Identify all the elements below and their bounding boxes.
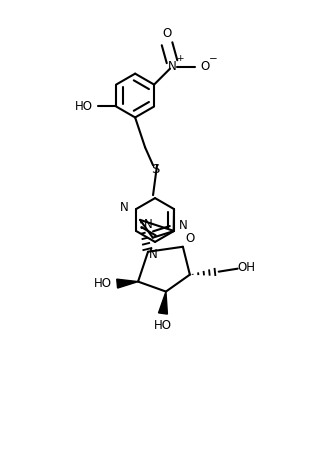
Text: O: O: [200, 60, 209, 73]
Polygon shape: [117, 279, 138, 288]
Text: OH: OH: [238, 261, 256, 274]
Text: +: +: [176, 54, 184, 63]
Text: N: N: [179, 219, 188, 232]
Text: O: O: [162, 27, 172, 40]
Polygon shape: [158, 292, 167, 314]
Text: O: O: [185, 232, 195, 245]
Text: S: S: [151, 163, 159, 176]
Text: N: N: [168, 60, 176, 73]
Text: −: −: [208, 54, 217, 64]
Text: HO: HO: [75, 100, 93, 113]
Text: N: N: [120, 201, 128, 214]
Text: HO: HO: [154, 319, 172, 332]
Text: N: N: [144, 218, 152, 231]
Text: N: N: [149, 248, 157, 261]
Text: HO: HO: [94, 277, 112, 290]
